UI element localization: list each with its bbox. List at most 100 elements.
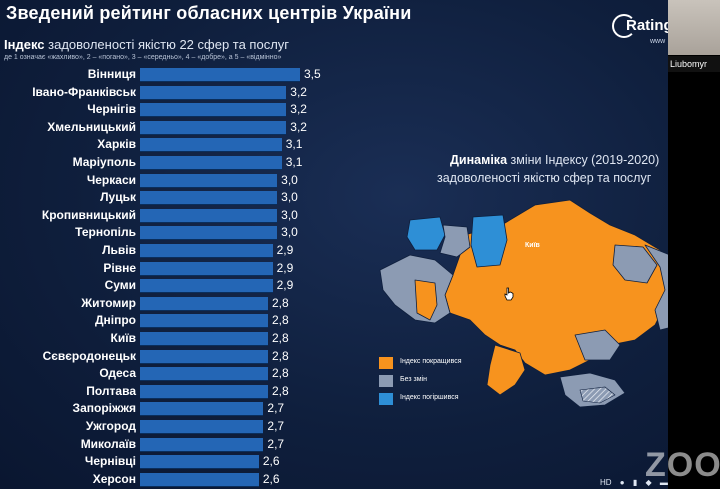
subtitle-rest: задоволеності якістю 22 сфер та послуг [44,37,290,52]
bar-category-label: Хмельницький [47,119,136,134]
bar-row: Дніпро 2,8 [0,312,340,329]
bar-category-label: Івано-Франківськ [32,84,136,99]
ukraine-map: Київ [379,199,698,408]
logo-text: Rating [626,17,673,34]
bar [140,420,264,434]
map-region-lutsk [406,216,446,251]
bar-row: Львів 2,9 [0,242,340,258]
mic-icon[interactable]: ● [619,478,625,487]
bar-value-label: 2,8 [272,366,289,381]
bar-value-label: 2,8 [272,295,289,310]
bar [140,472,259,487]
subtitle-bold: Індекс [4,37,45,52]
bar [140,68,300,82]
zoom-video-panel [668,0,720,489]
bar-row: Полтава 2,8 [0,383,340,399]
map-region-zhytomyr [470,214,508,268]
chat-icon[interactable]: ▬ [659,478,668,487]
bar-row: Миколаїв 2,7 [0,436,340,452]
bar-value-label: 3,2 [290,102,307,117]
map-label-kyiv: Київ [525,242,541,249]
bar-value-label: 3,2 [290,84,307,99]
bar-value-label: 2,8 [272,331,289,345]
bar-category-label: Маріуполь [72,155,136,169]
bar [140,367,268,382]
bar-category-label: Ужгород [85,419,136,433]
bar-value-label: 2,8 [272,383,289,398]
share-icon[interactable]: ◆ [645,478,652,487]
hd-icon[interactable]: HD [600,478,612,487]
legend-label: Індекс покращився [400,358,462,365]
map-region-rivne [439,224,471,258]
bar-value-label: 2,6 [262,471,280,486]
bar-category-label: Львів [102,243,136,257]
bar-value-label: 2,7 [267,436,285,451]
bar-row: Івано-Франківськ 3,2 [0,84,340,100]
bar-value-label: 3,0 [281,207,298,222]
bar-category-label: Тернопіль [75,225,136,240]
bar [140,191,278,206]
legend-swatch [379,375,393,387]
map-region-southwest [414,279,438,321]
map-region-kharkiv [612,244,658,284]
bar-category-label: Миколаїв [80,436,136,451]
bar-row: Суми 2,9 [0,277,340,294]
map-region-odesa [486,344,526,396]
bar-row: Херсон 2,6 [0,471,340,487]
slide-title: Зведений рейтинг обласних центрів Україн… [6,3,412,23]
map-title-line2: задоволеності якістю сфер та послуг [437,171,652,185]
bar-category-label: Чернівці [84,454,136,469]
bar [140,120,287,135]
bar-category-label: Сєвєродонецьк [42,348,136,363]
bar-value-label: 3,0 [281,225,298,240]
bar-row: Черкаси 3,0 [0,172,340,188]
bar-value-label: 2,7 [267,419,285,433]
bar-value-label: 2,9 [276,260,294,275]
legend-swatch [379,357,393,369]
bar-row: Тернопіль 3,0 [0,224,340,241]
bar-category-label: Київ [110,331,136,345]
bar-category-label: Вінниця [87,67,136,81]
bar-value-label: 2,8 [272,313,289,328]
bar-category-label: Харків [97,137,136,152]
bar [140,332,268,346]
bar-value-label: 3,5 [304,67,321,81]
bar [140,156,282,170]
bottom-status-icons: HD ● ▮ ◆ ▬ [600,478,720,489]
legend-item: Індекс покращився [379,357,509,369]
bar-category-label: Херсон [92,471,136,486]
bar [140,173,278,188]
bar-category-label: Чернігів [87,102,136,117]
bar-row: Харків 3,1 [0,136,340,153]
bar-category-label: Луцьк [100,190,136,205]
bar-category-label: Рівне [103,260,136,275]
hand-cursor-icon [504,287,514,301]
bar-row: Запоріжжя 2,7 [0,400,340,417]
bar-row: Одеса 2,8 [0,365,340,382]
legend-item: Без змін [379,375,509,387]
logo-ring-icon [612,14,636,38]
map-title-rest: зміни Індексу (2019-2020) [507,153,660,167]
bar-value-label: 3,0 [281,190,298,205]
bar-row: Житомир 2,8 [0,295,340,311]
bar-row: Хмельницький 3,2 [0,119,340,135]
bar-row: Кропивницький 3,0 [0,207,340,223]
map-region-occupied-crimea [579,386,616,404]
presentation-slide: Зведений рейтинг обласних центрів Україн… [0,0,698,489]
logo-url: www [650,38,666,45]
bar-row: Вінниця 3,5 [0,66,340,82]
bar-category-label: Запоріжжя [72,401,136,416]
bar-row: Маріуполь 3,1 [0,154,340,170]
bar-value-label: 3,2 [290,119,307,134]
bar-row: Рівне 2,9 [0,260,340,276]
bar [140,349,268,364]
map-title-bold: Динаміка [450,153,508,167]
legend-swatch [379,393,393,405]
bar-value-label: 3,1 [285,137,303,152]
video-icon[interactable]: ▮ [632,478,638,487]
bar-value-label: 3,1 [285,155,303,169]
bar [140,402,264,417]
bar-category-label: Черкаси [86,172,136,187]
participant-video-thumbnail[interactable] [668,0,720,55]
bar [140,261,273,276]
